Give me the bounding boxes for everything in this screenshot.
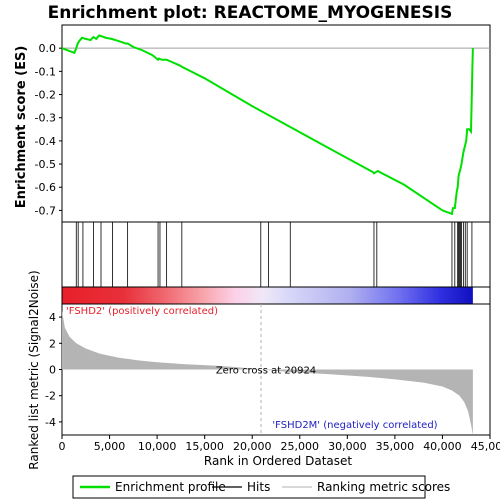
es-y-tick-label: -0.1 (35, 65, 56, 78)
ranking-color-gradient (62, 287, 473, 304)
y-axis-title-es: Enrichment score (ES) (14, 46, 29, 209)
x-axis: 0 5,000 10,000 15,000 20,000 25,000 30,000 35,0… (59, 435, 500, 453)
legend-label: Enrichment profile (115, 480, 226, 494)
es-y-tick-label: -0.4 (35, 135, 56, 148)
x-tick-label: 40,000 (423, 440, 462, 453)
enrichment-profile-line (61, 34, 474, 216)
legend-label: Ranking metric scores (317, 480, 450, 494)
es-y-tick-label: -0.2 (35, 89, 56, 102)
legend: Enrichment profile Hits Ranking metric sco… (72, 475, 450, 499)
x-tick-label: 30,000 (328, 440, 367, 453)
metric-y-tick-label: 2 (49, 337, 56, 350)
x-axis-title: Rank in Ordered Dataset (204, 454, 352, 468)
x-tick-label: 0 (59, 440, 66, 453)
hits-panel (61, 221, 491, 288)
x-tick-label: 35,000 (376, 440, 415, 453)
negative-correlation-label: 'FSHD2M' (negatively correlated) (272, 420, 437, 431)
es-panel: 0.0 -0.1 -0.2 -0.3 -0.4 -0.5 -0.6 -0.7 (35, 24, 491, 223)
es-y-tick-label: 0.0 (39, 42, 57, 55)
x-tick-label: 10,000 (138, 440, 177, 453)
hits-panel-frame (61, 221, 491, 288)
metric-y-tick-label: 0 (49, 364, 56, 377)
es-y-tick-label: -0.7 (35, 204, 56, 217)
x-tick-label: 15,000 (185, 440, 224, 453)
ranking-metric-area (62, 310, 473, 435)
x-tick-label: 20,000 (233, 440, 272, 453)
ranking-color-bar (61, 286, 491, 305)
es-panel-frame (61, 24, 491, 223)
metric-panel: 4 2 0 -2 -4 Zero cross at 20924 'FSHD2' (posit… (45, 303, 491, 436)
legend-label: Hits (247, 480, 270, 494)
es-y-tick-label: -0.3 (35, 112, 56, 125)
chart-title: Enrichment plot: REACTOME_MYOGENESIS (48, 3, 453, 23)
es-y-tick-label: -0.6 (35, 181, 56, 194)
y-axis-title-metric: Ranked list metric (Signal2Noise) (27, 270, 41, 469)
metric-y-tick-label: -2 (45, 390, 56, 403)
x-tick-label: 25,000 (281, 440, 320, 453)
metric-y-tick-label: -4 (45, 416, 56, 429)
x-tick-label: 5,000 (94, 440, 126, 453)
positive-correlation-label: 'FSHD2' (positively correlated) (66, 306, 218, 317)
zero-cross-label: Zero cross at 20924 (216, 366, 316, 377)
es-y-tick-label: -0.5 (35, 158, 56, 171)
x-tick-label: 45,000 (471, 440, 500, 453)
metric-y-tick-label: 4 (49, 311, 56, 324)
